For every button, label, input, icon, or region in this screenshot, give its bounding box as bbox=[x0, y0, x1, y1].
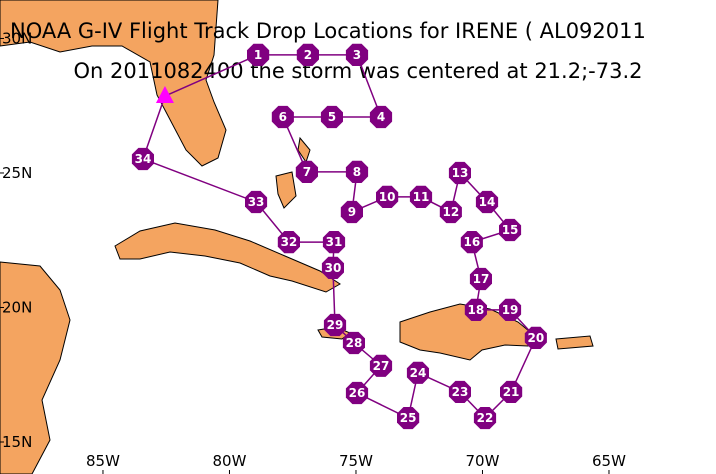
drop-label: 6 bbox=[279, 110, 287, 124]
drop-marker bbox=[340, 200, 363, 224]
drop-label: 11 bbox=[413, 190, 430, 204]
drop-label: 25 bbox=[400, 411, 417, 425]
drop-label: 2 bbox=[304, 48, 312, 62]
x-tick-label: 85W bbox=[86, 452, 120, 470]
drop-marker bbox=[376, 185, 399, 208]
drop-marker bbox=[500, 380, 523, 403]
drop-marker bbox=[131, 147, 154, 171]
drop-marker bbox=[247, 43, 270, 66]
drop-marker bbox=[345, 43, 369, 66]
drop-label: 7 bbox=[303, 165, 311, 179]
drop-marker bbox=[397, 407, 420, 430]
bahamas-abaco bbox=[297, 136, 311, 164]
drop-marker bbox=[499, 218, 522, 242]
drop-marker bbox=[295, 160, 318, 183]
puerto-rico bbox=[555, 335, 594, 350]
drop-marker bbox=[323, 313, 347, 337]
drop-marker bbox=[448, 380, 471, 403]
drop-marker bbox=[321, 256, 344, 279]
drop-label: 17 bbox=[473, 272, 490, 286]
base-marker bbox=[155, 86, 174, 104]
mexico bbox=[0, 261, 71, 474]
drop-marker bbox=[271, 105, 294, 129]
drop-label: 12 bbox=[443, 205, 460, 219]
drop-marker bbox=[345, 381, 369, 405]
drop-label: 22 bbox=[477, 411, 494, 425]
drop-label: 5 bbox=[328, 110, 336, 124]
x-tick-label: 75W bbox=[339, 452, 373, 470]
drop-label: 1 bbox=[254, 48, 262, 62]
x-tick-label: 65W bbox=[592, 452, 626, 470]
drop-marker bbox=[473, 407, 497, 430]
drop-label: 19 bbox=[502, 303, 519, 317]
y-tick-label: 15N bbox=[2, 433, 32, 451]
drop-marker bbox=[524, 326, 547, 349]
drop-label: 27 bbox=[373, 359, 390, 373]
x-tick-label: 80W bbox=[213, 452, 247, 470]
drop-label: 26 bbox=[349, 386, 366, 400]
drop-marker bbox=[499, 298, 522, 321]
drop-label: 4 bbox=[377, 110, 385, 124]
drop-label: 33 bbox=[248, 195, 265, 209]
drop-label: 31 bbox=[326, 235, 343, 249]
drop-label: 28 bbox=[346, 336, 363, 350]
drop-marker bbox=[342, 331, 365, 355]
drop-label: 18 bbox=[468, 303, 485, 317]
drop-marker bbox=[296, 43, 319, 66]
y-tick-label: 25N bbox=[2, 164, 32, 182]
drop-marker bbox=[464, 298, 487, 321]
drop-label: 15 bbox=[502, 223, 519, 237]
drop-marker bbox=[245, 190, 268, 214]
drop-marker bbox=[409, 185, 433, 208]
x-tick-label: 70W bbox=[466, 452, 500, 470]
drop-label: 3 bbox=[353, 48, 361, 62]
drop-label: 23 bbox=[452, 385, 469, 399]
drop-label: 8 bbox=[353, 165, 361, 179]
title: NOAA G-IV Flight Track Drop Locations fo… bbox=[10, 19, 646, 43]
florida bbox=[0, 0, 227, 167]
drop-marker bbox=[369, 354, 393, 377]
drop-label: 24 bbox=[410, 366, 427, 380]
drop-marker bbox=[460, 231, 483, 254]
drop-label: 21 bbox=[503, 385, 520, 399]
drop-marker bbox=[320, 105, 343, 129]
drop-marker bbox=[277, 231, 300, 254]
drop-label: 10 bbox=[379, 190, 396, 204]
y-tick-label: 20N bbox=[2, 298, 32, 316]
y-tick-label: 30N bbox=[2, 29, 32, 47]
drop-label: 32 bbox=[281, 235, 298, 249]
drop-label: 16 bbox=[464, 235, 481, 249]
drop-marker bbox=[369, 105, 393, 129]
drop-label: 9 bbox=[348, 205, 356, 219]
drop-label: 29 bbox=[327, 318, 344, 332]
cuba bbox=[114, 222, 341, 293]
drop-marker bbox=[448, 161, 471, 185]
drop-label: 20 bbox=[528, 331, 545, 345]
drop-label: 34 bbox=[135, 152, 152, 166]
drop-marker bbox=[439, 200, 462, 224]
bahamas-andros bbox=[275, 171, 297, 209]
drop-label: 30 bbox=[325, 261, 342, 275]
drop-marker bbox=[406, 361, 429, 384]
drop-label: 13 bbox=[452, 166, 469, 180]
drop-marker bbox=[345, 160, 369, 183]
drop-label: 14 bbox=[479, 195, 496, 209]
drop-marker bbox=[475, 190, 499, 214]
drop-marker bbox=[469, 267, 492, 291]
drop-marker bbox=[322, 231, 346, 254]
